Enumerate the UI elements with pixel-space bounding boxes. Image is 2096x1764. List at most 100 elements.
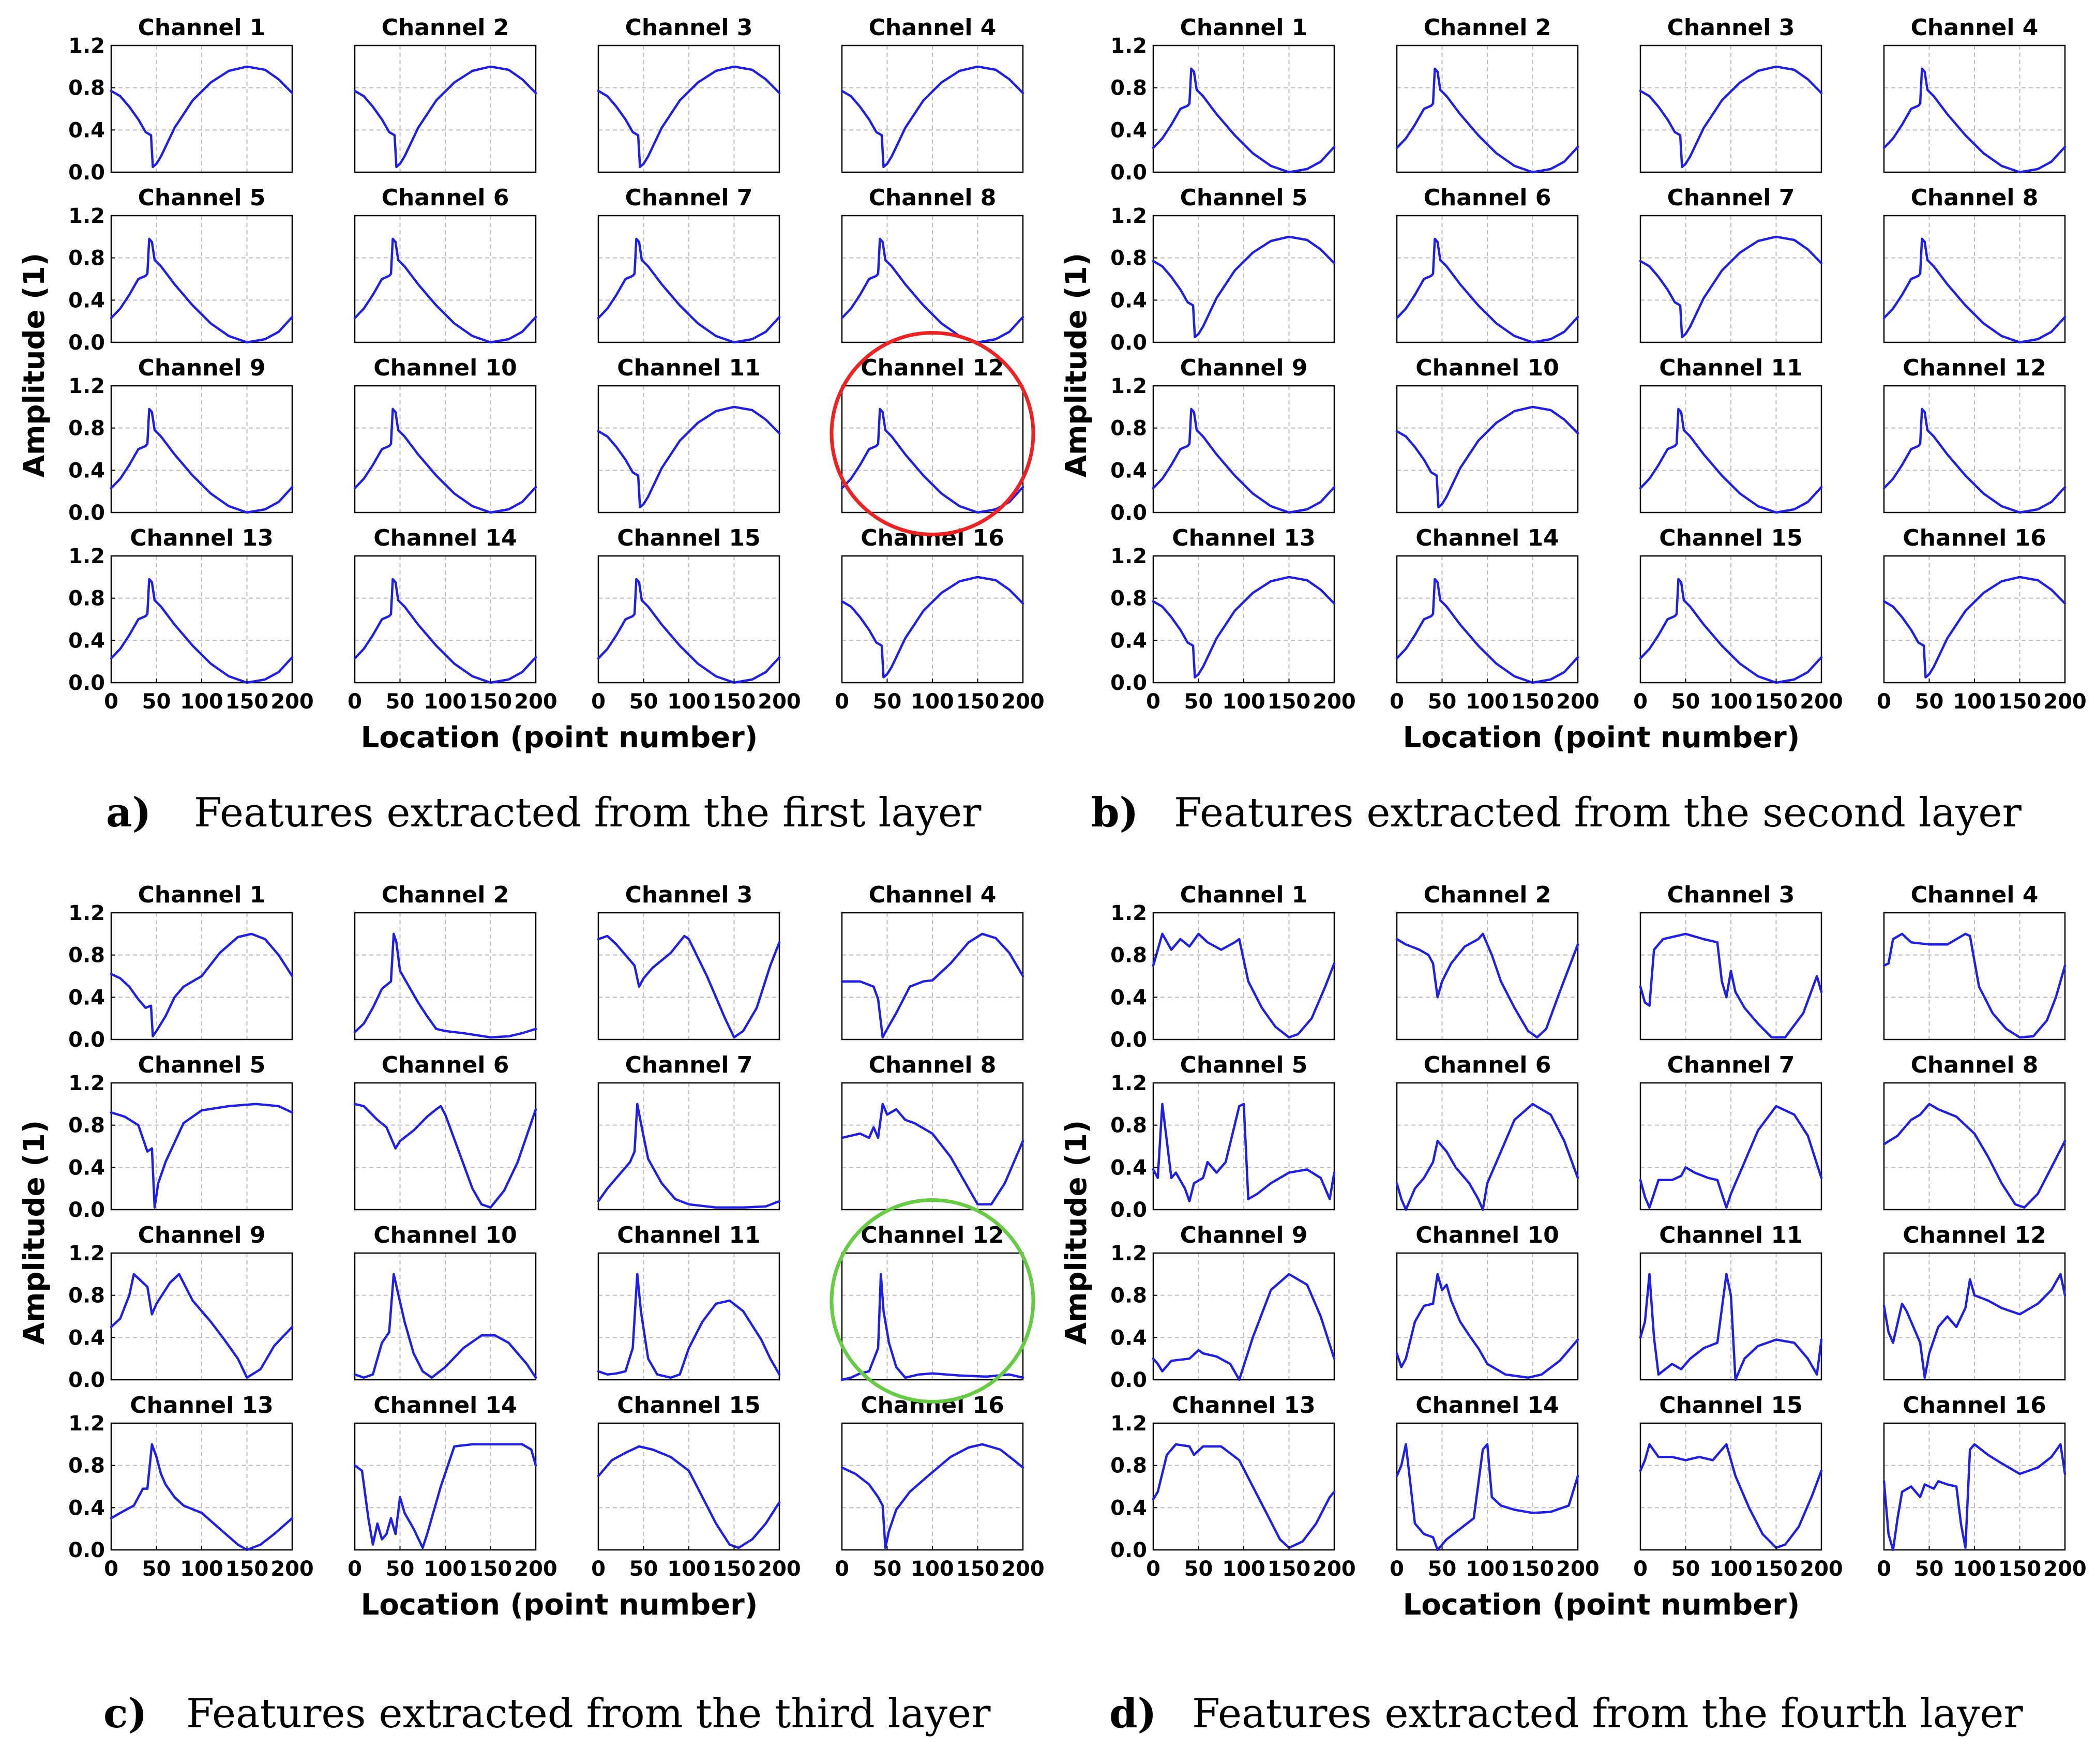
x-tick-label: 100 bbox=[1709, 1557, 1753, 1581]
subplot-channel-5: 0.0 0.4 0.8 1.2 Channel 5 bbox=[68, 1052, 294, 1222]
channel-title: Channel 6 bbox=[1424, 1052, 1551, 1078]
y-tick-label: 0.8 bbox=[1110, 77, 1147, 100]
x-tick-label: 200 bbox=[514, 1557, 557, 1581]
x-tick-label: 0 bbox=[1390, 1557, 1404, 1581]
axes-frame bbox=[1883, 555, 2066, 684]
series-line-channel-7 bbox=[1639, 1105, 1823, 1209]
x-tick-label: 100 bbox=[424, 690, 467, 714]
axes-frame bbox=[354, 1422, 537, 1551]
x-tick-label: 50 bbox=[873, 1557, 902, 1581]
y-tick-label: 1.2 bbox=[1110, 1412, 1147, 1436]
panel-caption-letter: b) bbox=[1091, 789, 1138, 836]
channel-title: Channel 4 bbox=[869, 882, 997, 908]
channel-title: Channel 16 bbox=[861, 525, 1004, 551]
series-line-channel-5 bbox=[110, 1103, 294, 1209]
x-tick-label: 100 bbox=[667, 1557, 711, 1581]
axes-frame bbox=[597, 1252, 780, 1381]
x-tick-label: 0 bbox=[1633, 1557, 1648, 1581]
axes-frame bbox=[1883, 912, 2066, 1041]
series-line-channel-16 bbox=[840, 576, 1024, 679]
x-tick-label: 50 bbox=[629, 1557, 658, 1581]
channel-title: Channel 5 bbox=[1180, 1052, 1308, 1078]
y-tick-label: 0.4 bbox=[68, 1326, 105, 1350]
subplot-channel-1: 0.0 0.4 0.8 1.2 Channel 1 bbox=[1110, 14, 1336, 185]
y-tick-label: 0.0 bbox=[1110, 671, 1147, 695]
channel-title: Channel 13 bbox=[130, 1392, 273, 1419]
channel-title: Channel 9 bbox=[138, 355, 266, 381]
x-tick-label: 150 bbox=[469, 1557, 512, 1581]
series-line-channel-9 bbox=[1152, 408, 1336, 514]
x-tick-label: 100 bbox=[911, 690, 954, 714]
y-tick-label: 1.2 bbox=[1110, 901, 1147, 925]
x-tick-label: 50 bbox=[142, 690, 171, 714]
x-tick-label: 200 bbox=[270, 1557, 314, 1581]
subplot-channel-4: Channel 4 bbox=[1882, 14, 2067, 174]
subplot-channel-8: Channel 8 bbox=[1882, 185, 2067, 344]
channel-title: Channel 8 bbox=[1911, 1052, 2039, 1078]
x-tick-label: 50 bbox=[1671, 1557, 1700, 1581]
series-line-channel-8 bbox=[1882, 1103, 2067, 1209]
axes-frame bbox=[841, 1422, 1024, 1551]
highlight-circle bbox=[830, 1198, 1035, 1404]
axes-frame bbox=[841, 385, 1024, 514]
x-tick-label: 100 bbox=[1222, 690, 1265, 714]
subplot-channel-2: Channel 2 bbox=[353, 882, 537, 1041]
x-tick-label: 100 bbox=[667, 690, 711, 714]
x-tick-label: 150 bbox=[1998, 1557, 2042, 1581]
y-tick-label: 0.4 bbox=[1110, 1156, 1147, 1180]
axes-frame bbox=[1883, 215, 2066, 343]
x-tick-label: 50 bbox=[873, 690, 902, 714]
axes-frame bbox=[597, 912, 780, 1041]
channel-title: Channel 15 bbox=[1659, 525, 1802, 551]
x-tick-label: 200 bbox=[1800, 1557, 1843, 1581]
channel-title: Channel 7 bbox=[625, 1052, 753, 1078]
y-tick-label: 0.0 bbox=[1110, 1198, 1147, 1222]
x-tick-label: 0 bbox=[1390, 690, 1404, 714]
x-tick-label: 150 bbox=[225, 1557, 269, 1581]
axes-frame bbox=[1152, 1082, 1335, 1211]
y-tick-label: 0.4 bbox=[68, 289, 105, 312]
subplot-channel-11: Channel 11 bbox=[597, 355, 781, 514]
y-tick-label: 0.0 bbox=[68, 1028, 105, 1052]
series-line-channel-7 bbox=[597, 1103, 781, 1209]
channel-title: Channel 11 bbox=[1659, 1222, 1802, 1248]
series-line-channel-7 bbox=[1639, 235, 1823, 339]
panel-a: 0.0 0.4 0.8 1.2 Channel 1 Channel 2 Channel 3 C… bbox=[18, 14, 1045, 836]
x-tick-label: 0 bbox=[348, 690, 362, 714]
series-line-channel-15 bbox=[597, 1445, 781, 1549]
subplot-channel-8: Channel 8 bbox=[840, 185, 1024, 344]
y-tick-label: 1.2 bbox=[68, 545, 105, 568]
y-tick-label: 0.8 bbox=[1110, 417, 1147, 441]
axes-frame bbox=[1396, 215, 1579, 343]
series-line-channel-4 bbox=[1882, 67, 2067, 174]
x-tick-label: 0 bbox=[835, 690, 849, 714]
subplot-channel-15: 0 50 100 150 200 Channel 15 bbox=[591, 525, 801, 714]
subplot-channel-12: Channel 12 bbox=[840, 355, 1024, 514]
panel-d: 0.0 0.4 0.8 1.2 Channel 1 Channel 2 Channel 3 C… bbox=[1060, 882, 2087, 1737]
subplot-channel-5: 0.0 0.4 0.8 1.2 Channel 5 bbox=[1110, 1052, 1336, 1222]
channel-title: Channel 9 bbox=[1180, 355, 1308, 381]
axes-frame bbox=[597, 1422, 780, 1551]
series-line-channel-4 bbox=[1882, 932, 2067, 1039]
subplot-channel-8: Channel 8 bbox=[1882, 1052, 2067, 1211]
subplot-channel-11: Channel 11 bbox=[597, 1222, 781, 1381]
axes-frame bbox=[1152, 555, 1335, 684]
y-tick-label: 0.0 bbox=[68, 161, 105, 185]
series-line-channel-11 bbox=[1639, 408, 1823, 514]
channel-title: Channel 6 bbox=[382, 185, 509, 211]
x-tick-label: 150 bbox=[956, 1557, 1000, 1581]
subplot-channel-16: 0 50 100 150 200 Channel 16 bbox=[1877, 525, 2087, 714]
x-axis-label: Location (point number) bbox=[1403, 721, 1800, 755]
panel-caption: Features extracted from the second layer bbox=[1174, 790, 2022, 836]
subplot-channel-13: 0.0 0.4 0.8 1.2 0 50 100 150 200 Channel 13 bbox=[1110, 1392, 1356, 1581]
subplot-channel-3: Channel 3 bbox=[597, 14, 781, 173]
y-tick-label: 0.0 bbox=[1110, 1028, 1147, 1052]
subplot-channel-10: Channel 10 bbox=[353, 355, 537, 514]
subplot-channel-10: Channel 10 bbox=[1395, 355, 1579, 514]
channel-title: Channel 3 bbox=[625, 882, 753, 908]
axes-frame bbox=[1152, 385, 1335, 514]
y-tick-label: 0.8 bbox=[68, 587, 105, 611]
subplot-channel-16: 0 50 100 150 200 Channel 16 bbox=[835, 525, 1045, 714]
x-tick-label: 100 bbox=[1222, 1557, 1265, 1581]
channel-title: Channel 5 bbox=[138, 185, 266, 211]
